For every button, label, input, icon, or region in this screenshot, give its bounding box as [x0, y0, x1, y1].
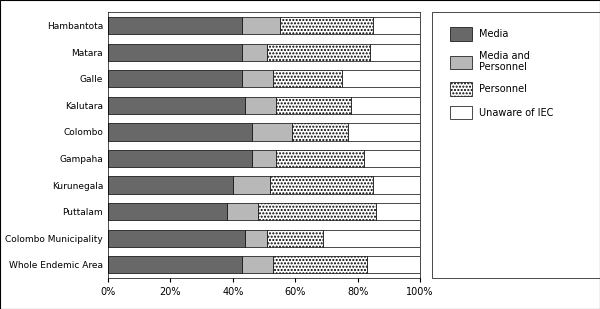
- Bar: [251, 123, 292, 141]
- Bar: [270, 176, 373, 194]
- Bar: [242, 256, 274, 273]
- Bar: [342, 70, 420, 87]
- Bar: [108, 203, 227, 220]
- Bar: [108, 70, 242, 87]
- Bar: [323, 230, 420, 247]
- Bar: [277, 150, 364, 167]
- Legend: Media, Media and
Personnel, Personnel, Unaware of IEC: Media, Media and Personnel, Personnel, U…: [445, 23, 559, 124]
- Bar: [267, 230, 323, 247]
- Bar: [108, 176, 233, 194]
- Bar: [245, 230, 267, 247]
- Bar: [280, 17, 373, 34]
- Bar: [274, 70, 342, 87]
- Bar: [352, 97, 420, 114]
- Bar: [108, 17, 242, 34]
- Bar: [364, 150, 420, 167]
- Bar: [373, 176, 420, 194]
- Bar: [292, 123, 348, 141]
- Bar: [251, 150, 277, 167]
- Bar: [242, 70, 274, 87]
- Bar: [108, 256, 242, 273]
- Bar: [348, 123, 420, 141]
- Bar: [242, 44, 267, 61]
- Bar: [245, 97, 277, 114]
- Bar: [108, 150, 251, 167]
- Bar: [370, 44, 420, 61]
- Bar: [108, 123, 251, 141]
- Bar: [108, 97, 245, 114]
- Bar: [376, 203, 420, 220]
- Bar: [258, 203, 376, 220]
- Bar: [233, 176, 270, 194]
- Bar: [373, 17, 420, 34]
- Bar: [242, 17, 280, 34]
- Bar: [267, 44, 370, 61]
- Bar: [108, 230, 245, 247]
- Bar: [274, 256, 367, 273]
- Bar: [277, 97, 352, 114]
- Bar: [108, 44, 242, 61]
- Bar: [227, 203, 258, 220]
- Bar: [367, 256, 420, 273]
